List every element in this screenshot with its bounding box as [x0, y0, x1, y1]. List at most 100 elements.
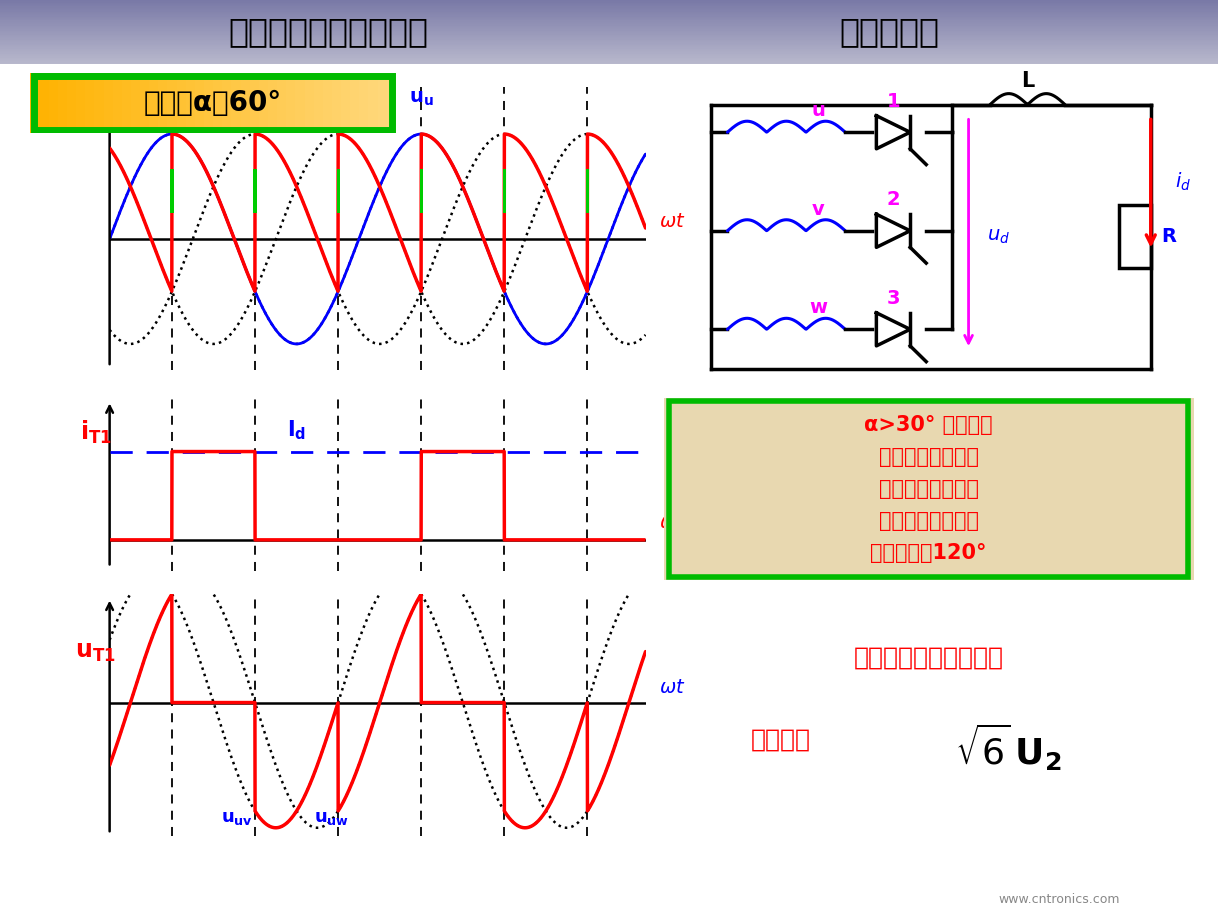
Bar [122, 73, 132, 133]
Bar [369, 73, 378, 133]
Text: u: u [811, 101, 826, 120]
Bar [387, 73, 396, 133]
Bar [0, 54, 1218, 55]
Bar [0, 9, 1218, 10]
Bar [67, 73, 76, 133]
Bar [359, 73, 368, 133]
Bar [223, 73, 231, 133]
Text: 1: 1 [887, 91, 900, 111]
Bar [30, 73, 40, 133]
Text: $\mathbf{u_u}$: $\mathbf{u_u}$ [409, 89, 434, 108]
Text: 管导通角为120°: 管导通角为120° [871, 543, 987, 563]
Bar [0, 41, 1218, 42]
Bar [0, 35, 1218, 36]
Bar [171, 169, 174, 213]
Bar [250, 73, 258, 133]
Bar [0, 25, 1218, 26]
Bar [195, 73, 205, 133]
Bar [58, 73, 67, 133]
Bar [0, 36, 1218, 37]
FancyBboxPatch shape [669, 401, 1189, 577]
Bar [150, 73, 158, 133]
Bar [314, 73, 323, 133]
Bar [241, 73, 250, 133]
Text: w: w [810, 298, 827, 317]
Text: 2: 2 [887, 190, 900, 209]
Bar [341, 73, 351, 133]
Bar [0, 19, 1218, 20]
Text: $\sqrt{6}\,\mathbf{U_2}$: $\sqrt{6}\,\mathbf{U_2}$ [955, 721, 1062, 772]
Bar [0, 33, 1218, 35]
Bar [331, 73, 341, 133]
Bar [295, 73, 304, 133]
Bar [304, 73, 314, 133]
Bar [0, 42, 1218, 44]
Bar [0, 60, 1218, 61]
Text: $\mathbf{u_{uw}}$: $\mathbf{u_{uw}}$ [314, 809, 350, 827]
Text: $u_d$: $u_d$ [988, 228, 1011, 246]
Bar [351, 73, 359, 133]
Bar [586, 169, 590, 213]
Text: $\mathbf{i_{T1}}$: $\mathbf{i_{T1}}$ [80, 419, 112, 445]
Bar [140, 73, 150, 133]
Bar [185, 73, 195, 133]
Bar [0, 58, 1218, 60]
Bar [85, 73, 95, 133]
Bar [0, 22, 1218, 23]
Text: $\omega t$: $\omega t$ [659, 212, 686, 230]
Text: $\mathbf{u_w}$: $\mathbf{u_w}$ [324, 89, 352, 108]
Bar [336, 169, 340, 213]
Bar [0, 44, 1218, 45]
Bar [203, 73, 213, 133]
Text: 波形出现负値，波: 波形出现负値，波 [878, 447, 979, 467]
Bar [0, 0, 1218, 1]
Text: $\mathbf{u_u}$: $\mathbf{u_u}$ [160, 89, 184, 108]
Bar [1118, 205, 1151, 268]
Bar [40, 73, 49, 133]
Bar [49, 73, 58, 133]
Bar [0, 51, 1218, 52]
Text: www.cntronics.com: www.cntronics.com [999, 893, 1121, 906]
Bar [0, 32, 1218, 33]
Bar [0, 20, 1218, 22]
Text: 3: 3 [887, 289, 900, 308]
Bar [213, 73, 223, 133]
Bar [104, 73, 113, 133]
Bar [378, 73, 386, 133]
Text: R: R [1162, 228, 1177, 246]
Bar [0, 50, 1218, 51]
Bar [177, 73, 186, 133]
Text: $\mathbf{u_v}$: $\mathbf{u_v}$ [242, 89, 268, 108]
Bar [0, 18, 1218, 19]
Bar [0, 14, 1218, 16]
Text: $\omega t$: $\omega t$ [659, 678, 686, 696]
Bar [0, 1, 1218, 3]
Text: 电感性负载: 电感性负载 [839, 16, 939, 48]
Text: 向压降为: 向压降为 [750, 728, 810, 751]
Bar [0, 46, 1218, 48]
Text: α>30° 时，电压: α>30° 时，电压 [865, 415, 993, 435]
Bar [0, 28, 1218, 29]
Bar [0, 13, 1218, 14]
Text: $\mathbf{I_d}$: $\mathbf{I_d}$ [287, 418, 306, 441]
Bar [0, 48, 1218, 50]
Bar [112, 73, 122, 133]
Bar [259, 73, 268, 133]
Bar [76, 73, 85, 133]
Bar [0, 45, 1218, 46]
Bar [0, 7, 1218, 9]
Bar [0, 6, 1218, 7]
Bar [168, 73, 177, 133]
Bar [95, 73, 104, 133]
Bar [0, 3, 1218, 4]
Bar [0, 26, 1218, 27]
Bar [0, 52, 1218, 54]
Bar [0, 16, 1218, 18]
Bar [231, 73, 241, 133]
Bar [0, 37, 1218, 38]
Bar [0, 38, 1218, 39]
Bar [0, 29, 1218, 31]
Text: 晶闸管承受的最大正反: 晶闸管承受的最大正反 [854, 645, 1004, 669]
Text: $\mathbf{u_d}$: $\mathbf{u_d}$ [82, 112, 111, 135]
Bar [0, 23, 1218, 25]
